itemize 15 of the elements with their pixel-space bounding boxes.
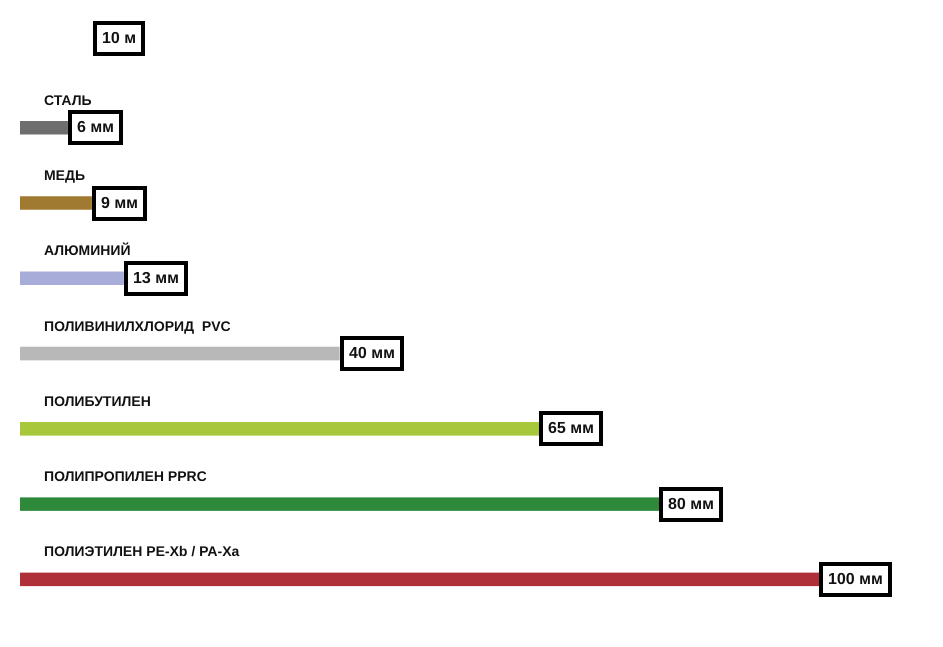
y-tick-label: ПОЛИВИНИЛХЛОРИД PVC bbox=[44, 318, 231, 334]
data-label: 6 мм bbox=[77, 119, 114, 136]
y-tick-label: ПОЛИПРОПИЛЕН PPRC bbox=[44, 468, 207, 484]
y-tick-label: СТАЛЬ bbox=[44, 92, 92, 108]
y-tick-label: АЛЮМИНИЙ bbox=[44, 242, 131, 258]
data-label: 65 мм bbox=[548, 420, 594, 437]
data-label: 100 мм bbox=[828, 571, 883, 588]
text: 10 м bbox=[102, 30, 136, 47]
data-label: 80 мм bbox=[668, 496, 714, 513]
y-tick-label: ПОЛИБУТИЛЕН bbox=[44, 393, 151, 409]
y-tick-label: МЕДЬ bbox=[44, 167, 86, 183]
data-label: 13 мм bbox=[133, 270, 179, 287]
data-label: 9 мм bbox=[101, 195, 138, 212]
data-label: 40 мм bbox=[349, 345, 395, 362]
y-tick-label: ПОЛИЭТИЛЕН PE-Xb / PA-Xa bbox=[44, 543, 240, 559]
